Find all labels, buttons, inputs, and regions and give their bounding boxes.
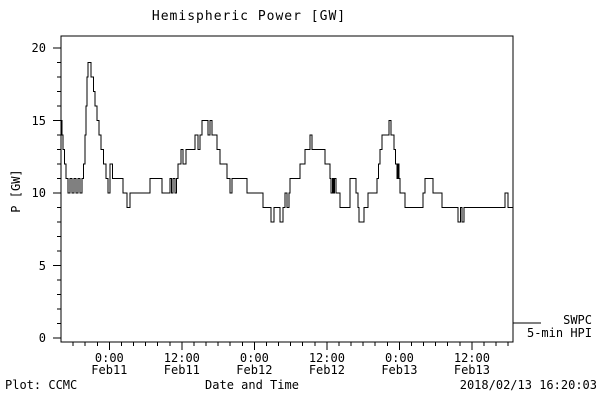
chart-title: Hemispheric Power [GW] [151, 9, 347, 24]
y-tick-label: 15 [31, 113, 46, 128]
plot-timestamp: 2018/02/13 16:20:03 [459, 378, 597, 392]
x-tick-label: 0:00 Feb11 [91, 352, 127, 376]
x-tick-label: 12:00 Feb13 [454, 352, 490, 376]
x-tick-label: 0:00 Feb12 [236, 352, 272, 376]
x-tick-date: Feb13 [453, 363, 490, 377]
x-tick-time: 0:00 [94, 351, 124, 365]
x-tick-label: 0:00 Feb13 [381, 352, 417, 376]
x-tick-date: Feb13 [381, 363, 418, 377]
x-tick-date: Feb11 [91, 363, 128, 377]
data-line [61, 62, 513, 223]
plot-credit: Plot: CCMC [5, 378, 78, 392]
x-tick-label: 12:00 Feb12 [309, 352, 345, 376]
plot-frame [60, 35, 514, 343]
x-tick-time: 12:00 [308, 351, 345, 365]
legend-series-name: SWPC [563, 313, 592, 327]
x-axis-title: Date and Time [205, 378, 299, 392]
x-tick-date: Feb11 [163, 363, 200, 377]
x-tick-time: 12:00 [453, 351, 490, 365]
y-tick-label: 10 [31, 186, 46, 200]
x-tick-date: Feb12 [308, 363, 345, 377]
x-tick-date: Feb12 [236, 363, 273, 377]
legend-series-detail: 5-min HPI [526, 326, 592, 340]
x-tick-label: 12:00 Feb11 [164, 352, 200, 376]
x-tick-time: 0:00 [239, 351, 269, 365]
y-tick-label: 0 [38, 331, 46, 345]
x-tick-time: 0:00 [384, 351, 414, 365]
y-tick-label: 20 [31, 41, 46, 55]
y-tick-label: 5 [38, 258, 46, 273]
x-tick-time: 12:00 [163, 351, 200, 365]
